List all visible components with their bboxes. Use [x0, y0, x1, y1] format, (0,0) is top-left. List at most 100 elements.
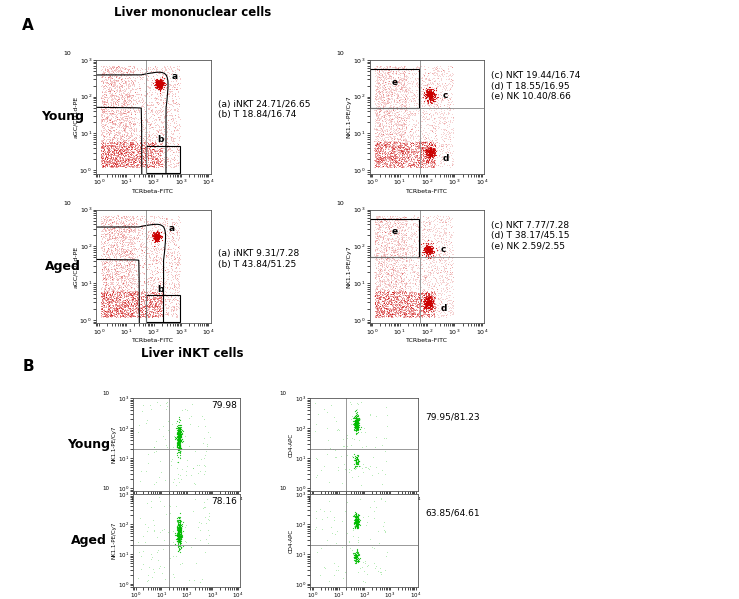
Point [108, 149, 120, 159]
Point [350, 459, 362, 468]
Point [115, 262, 126, 271]
Point [413, 275, 425, 285]
Point [135, 312, 147, 322]
Point [109, 98, 120, 108]
Point [425, 143, 437, 153]
Point [369, 214, 381, 223]
Point [392, 267, 404, 277]
Point [404, 162, 416, 171]
Point [109, 104, 120, 113]
Point [156, 162, 168, 171]
Point [177, 541, 188, 551]
Point [171, 105, 183, 115]
Point [420, 85, 432, 95]
Point [426, 87, 438, 97]
Point [150, 436, 162, 446]
Point [403, 158, 415, 168]
Point [421, 129, 433, 139]
Point [384, 155, 395, 165]
Point [136, 159, 148, 168]
Point [110, 305, 122, 314]
Point [145, 239, 157, 249]
Point [399, 216, 411, 226]
Point [101, 131, 112, 141]
Point [407, 132, 419, 141]
Point [347, 419, 359, 429]
Point [109, 87, 121, 96]
Point [112, 267, 123, 276]
Point [147, 63, 159, 72]
Point [354, 415, 366, 424]
Point [106, 289, 118, 298]
Point [383, 129, 395, 139]
Point [370, 156, 381, 166]
Point [153, 150, 165, 160]
Point [447, 292, 459, 301]
Point [98, 310, 109, 319]
Point [128, 225, 140, 234]
Point [426, 303, 437, 313]
Point [174, 432, 186, 441]
Point [174, 436, 185, 446]
Point [446, 276, 457, 286]
Point [124, 217, 136, 227]
Point [160, 226, 172, 236]
Point [143, 159, 154, 168]
Point [386, 272, 398, 282]
Point [134, 310, 146, 320]
Point [125, 267, 137, 277]
Point [381, 282, 392, 292]
Point [101, 234, 113, 244]
Point [377, 118, 389, 128]
Point [95, 288, 107, 298]
Point [95, 212, 107, 222]
Point [152, 301, 164, 311]
Point [350, 455, 361, 465]
Point [350, 418, 362, 427]
Point [385, 277, 397, 287]
Point [174, 528, 186, 538]
Point [106, 231, 118, 240]
Point [395, 310, 406, 320]
Point [113, 94, 125, 104]
Point [424, 298, 436, 307]
Point [154, 131, 166, 140]
Point [153, 160, 165, 170]
Point [173, 281, 185, 291]
Point [127, 273, 139, 282]
Point [396, 74, 408, 83]
Point [122, 154, 134, 164]
Point [409, 279, 420, 288]
Point [148, 231, 160, 241]
Point [151, 229, 163, 238]
Point [376, 311, 388, 321]
Point [163, 89, 175, 98]
Point [97, 106, 109, 116]
Point [108, 252, 120, 262]
Point [437, 261, 449, 270]
Point [392, 120, 403, 130]
Point [114, 311, 126, 321]
Point [112, 216, 123, 225]
Point [105, 95, 117, 104]
Point [109, 69, 120, 78]
Point [384, 153, 395, 162]
Point [386, 162, 398, 172]
Point [427, 89, 439, 98]
Point [420, 132, 432, 141]
Point [129, 141, 141, 150]
Point [149, 292, 161, 302]
Point [370, 81, 381, 90]
Point [120, 300, 132, 309]
Point [375, 276, 386, 286]
Point [171, 423, 183, 433]
Point [126, 131, 137, 141]
Point [419, 270, 431, 280]
Point [173, 512, 185, 522]
Point [395, 120, 406, 129]
Point [127, 278, 139, 288]
Point [409, 157, 421, 167]
Point [95, 104, 107, 114]
Point [429, 292, 440, 302]
Point [371, 310, 383, 320]
